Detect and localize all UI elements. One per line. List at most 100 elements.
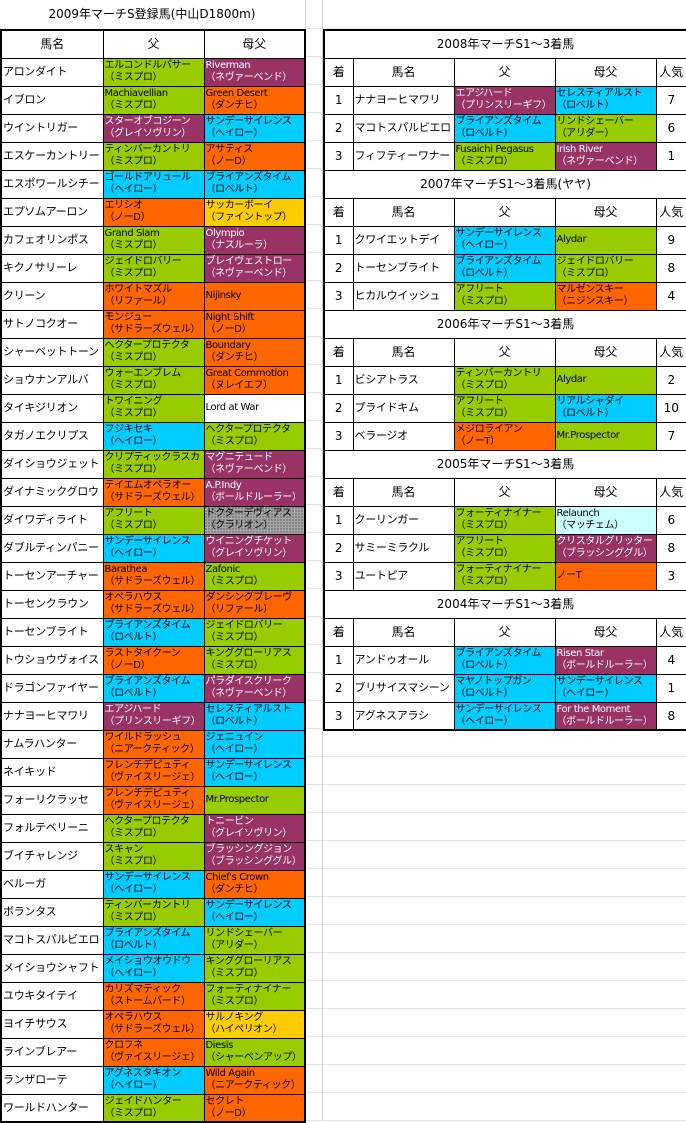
sire-cell[interactable]: アフリート （ミスプロ） <box>453 533 556 563</box>
sire-cell[interactable]: サンデーサイレンス （ヘイロー） <box>102 533 205 563</box>
damsire-cell[interactable]: フォーティナイナー （ミスプロ） <box>203 981 306 1011</box>
sire-cell[interactable]: クリプティックラスカ （ミスプロ） <box>102 449 205 479</box>
horse-name-cell[interactable]: ダイショウジェット <box>0 449 104 479</box>
damsire-cell[interactable]: Night Shift （ノーD） <box>203 309 306 339</box>
horse-name-cell[interactable]: ベラージオ <box>352 421 455 451</box>
finish-position-cell[interactable]: 3 <box>323 701 354 731</box>
damsire-cell[interactable]: Alydar <box>554 365 657 395</box>
popularity-cell[interactable]: 10 <box>655 393 686 423</box>
column-header[interactable]: 母父 <box>554 477 657 507</box>
horse-name-cell[interactable]: クーリンガー <box>352 505 455 535</box>
popularity-cell[interactable]: 7 <box>655 421 686 451</box>
damsire-cell[interactable]: Risen Star （ボールドルーラー） <box>554 645 657 675</box>
column-header[interactable]: 着 <box>323 337 354 367</box>
horse-name-cell[interactable]: エスケーカントリー <box>0 141 104 171</box>
popularity-cell[interactable]: 4 <box>655 645 686 675</box>
damsire-cell[interactable]: ウイニングチケット （グレイソヴリン） <box>203 533 306 563</box>
finish-position-cell[interactable]: 1 <box>323 225 354 255</box>
popularity-cell[interactable]: 6 <box>655 113 686 143</box>
horse-name-cell[interactable]: ワールドハンター <box>0 1093 104 1123</box>
column-header[interactable]: 着 <box>323 477 354 507</box>
popularity-cell[interactable]: 3 <box>655 561 686 591</box>
sire-cell[interactable]: ゴールドアリュール （ヘイロー） <box>102 169 205 199</box>
sire-cell[interactable]: フォーティナイナー （ミスプロ） <box>453 505 556 535</box>
damsire-cell[interactable]: Alydar <box>554 225 657 255</box>
horse-name-cell[interactable]: クワイエットデイ <box>352 225 455 255</box>
sire-cell[interactable]: エアジハード （プリンスリーギフ） <box>453 85 556 115</box>
damsire-cell[interactable]: サンデーサイレンス （ヘイロー） <box>554 673 657 703</box>
horse-name-cell[interactable]: カフェオリンポス <box>0 225 104 255</box>
horse-name-cell[interactable]: タイキジリオン <box>0 393 104 423</box>
sire-cell[interactable]: ティンバーカントリ （ミスプロ） <box>453 365 556 395</box>
horse-name-cell[interactable]: イブロン <box>0 85 104 115</box>
horse-name-cell[interactable]: ドラゴンファイヤー <box>0 673 104 703</box>
damsire-cell[interactable]: セクレト （ノーD） <box>203 1093 306 1123</box>
sire-cell[interactable]: マヤノトップガン （ロベルト） <box>453 673 556 703</box>
finish-position-cell[interactable]: 2 <box>323 113 354 143</box>
damsire-cell[interactable]: ジェイドロバリー （ミスプロ） <box>554 253 657 283</box>
finish-position-cell[interactable]: 3 <box>323 561 354 591</box>
finish-position-cell[interactable]: 2 <box>323 533 354 563</box>
damsire-cell[interactable]: Lord at War <box>203 393 306 423</box>
popularity-cell[interactable]: 6 <box>655 505 686 535</box>
damsire-cell[interactable]: マグニテュード （ネヴァーベンド） <box>203 449 306 479</box>
finish-position-cell[interactable]: 2 <box>323 393 354 423</box>
sire-cell[interactable]: フレンチデピュティ （ヴァイスリージェ） <box>102 785 205 815</box>
sire-cell[interactable]: アフリート （ミスプロ） <box>453 281 556 311</box>
horse-name-cell[interactable]: ランザローテ <box>0 1065 104 1095</box>
horse-name-cell[interactable]: ダイワディライト <box>0 505 104 535</box>
horse-name-cell[interactable]: サトノコクオー <box>0 309 104 339</box>
column-header[interactable]: 人気 <box>655 197 686 227</box>
horse-name-cell[interactable]: ヨイチサウス <box>0 1009 104 1039</box>
finish-position-cell[interactable]: 1 <box>323 365 354 395</box>
section-title[interactable]: 2004年マーチS1～3着馬 <box>323 589 686 619</box>
damsire-cell[interactable]: Green Desert （ダンチヒ） <box>203 85 306 115</box>
damsire-cell[interactable]: Nijinsky <box>203 281 306 311</box>
sire-cell[interactable]: オペラハウス （サドラーズウェル） <box>102 589 205 619</box>
column-header[interactable]: 馬名 <box>352 337 455 367</box>
sire-cell[interactable]: アフリート （ミスプロ） <box>102 505 205 535</box>
sire-cell[interactable]: ブライアンズタイム （ロベルト） <box>453 645 556 675</box>
damsire-cell[interactable]: Boundary （ダンチヒ） <box>203 337 306 367</box>
damsire-cell[interactable]: ノーT <box>554 561 657 591</box>
sire-cell[interactable]: トワイニング （ミスプロ） <box>102 393 205 423</box>
damsire-cell[interactable]: For the Moment （ボールドルーラー） <box>554 701 657 731</box>
column-header[interactable]: 父 <box>453 197 556 227</box>
sire-cell[interactable]: Barathea （サドラーズウェル） <box>102 561 205 591</box>
sire-cell[interactable]: メイショウオウドウ （ヘイロー） <box>102 953 205 983</box>
column-header[interactable]: 着 <box>323 197 354 227</box>
popularity-cell[interactable]: 8 <box>655 701 686 731</box>
horse-name-cell[interactable]: クリーン <box>0 281 104 311</box>
column-header[interactable]: 父 <box>453 617 556 647</box>
damsire-cell[interactable]: A.P.Indy （ボールドルーラー） <box>203 477 306 507</box>
horse-name-cell[interactable]: フォーリクラッセ <box>0 785 104 815</box>
sire-cell[interactable]: フレンチデピュティ （ヴァイスリージェ） <box>102 757 205 787</box>
sire-cell[interactable]: ヘクタープロテクタ （ミスプロ） <box>102 813 205 843</box>
horse-name-cell[interactable]: マコトスパルビエロ <box>352 113 455 143</box>
sire-cell[interactable]: アグネスタキオン （ヘイロー） <box>102 1065 205 1095</box>
damsire-cell[interactable]: サッカーボーイ （ファイントップ） <box>203 197 306 227</box>
damsire-cell[interactable]: ブラッシングジョン （ブラッシンググル） <box>203 841 306 871</box>
damsire-cell[interactable]: アサティス （ノーD） <box>203 141 306 171</box>
sire-cell[interactable]: クロフネ （ヴァイスリージェ） <box>102 1037 205 1067</box>
column-header[interactable]: 父 <box>453 57 556 87</box>
sire-cell[interactable]: サンデーサイレンス （ヘイロー） <box>453 701 556 731</box>
damsire-cell[interactable]: ダンシングブレーヴ （リファール） <box>203 589 306 619</box>
sire-cell[interactable]: ブライアンズタイム （ロベルト） <box>453 113 556 143</box>
sire-cell[interactable]: スターオブコジーン （グレイソヴリン） <box>102 113 205 143</box>
section-title[interactable]: 2007年マーチS1～3着馬(ヤヤ) <box>323 169 686 199</box>
damsire-cell[interactable]: Relaunch （マッチェム） <box>554 505 657 535</box>
section-title[interactable]: 2005年マーチS1～3着馬 <box>323 449 686 479</box>
damsire-cell[interactable]: Zafonic （ミスプロ） <box>203 561 306 591</box>
damsire-cell[interactable]: ジェイドロバリー （ミスプロ） <box>203 617 306 647</box>
damsire-cell[interactable]: キンググローリアス （ミスプロ） <box>203 953 306 983</box>
damsire-cell[interactable]: サンデーサイレンス （ヘイロー） <box>203 113 306 143</box>
horse-name-cell[interactable]: エプソムアーロン <box>0 197 104 227</box>
damsire-cell[interactable]: Wild Again （ニアークティック） <box>203 1065 306 1095</box>
finish-position-cell[interactable]: 3 <box>323 421 354 451</box>
horse-name-cell[interactable]: ネイキッド <box>0 757 104 787</box>
horse-name-cell[interactable]: トーセンアーチャー <box>0 561 104 591</box>
finish-position-cell[interactable]: 1 <box>323 85 354 115</box>
damsire-cell[interactable]: ブライアンズタイム （ロベルト） <box>203 169 306 199</box>
sire-cell[interactable]: スキャン （ミスプロ） <box>102 841 205 871</box>
